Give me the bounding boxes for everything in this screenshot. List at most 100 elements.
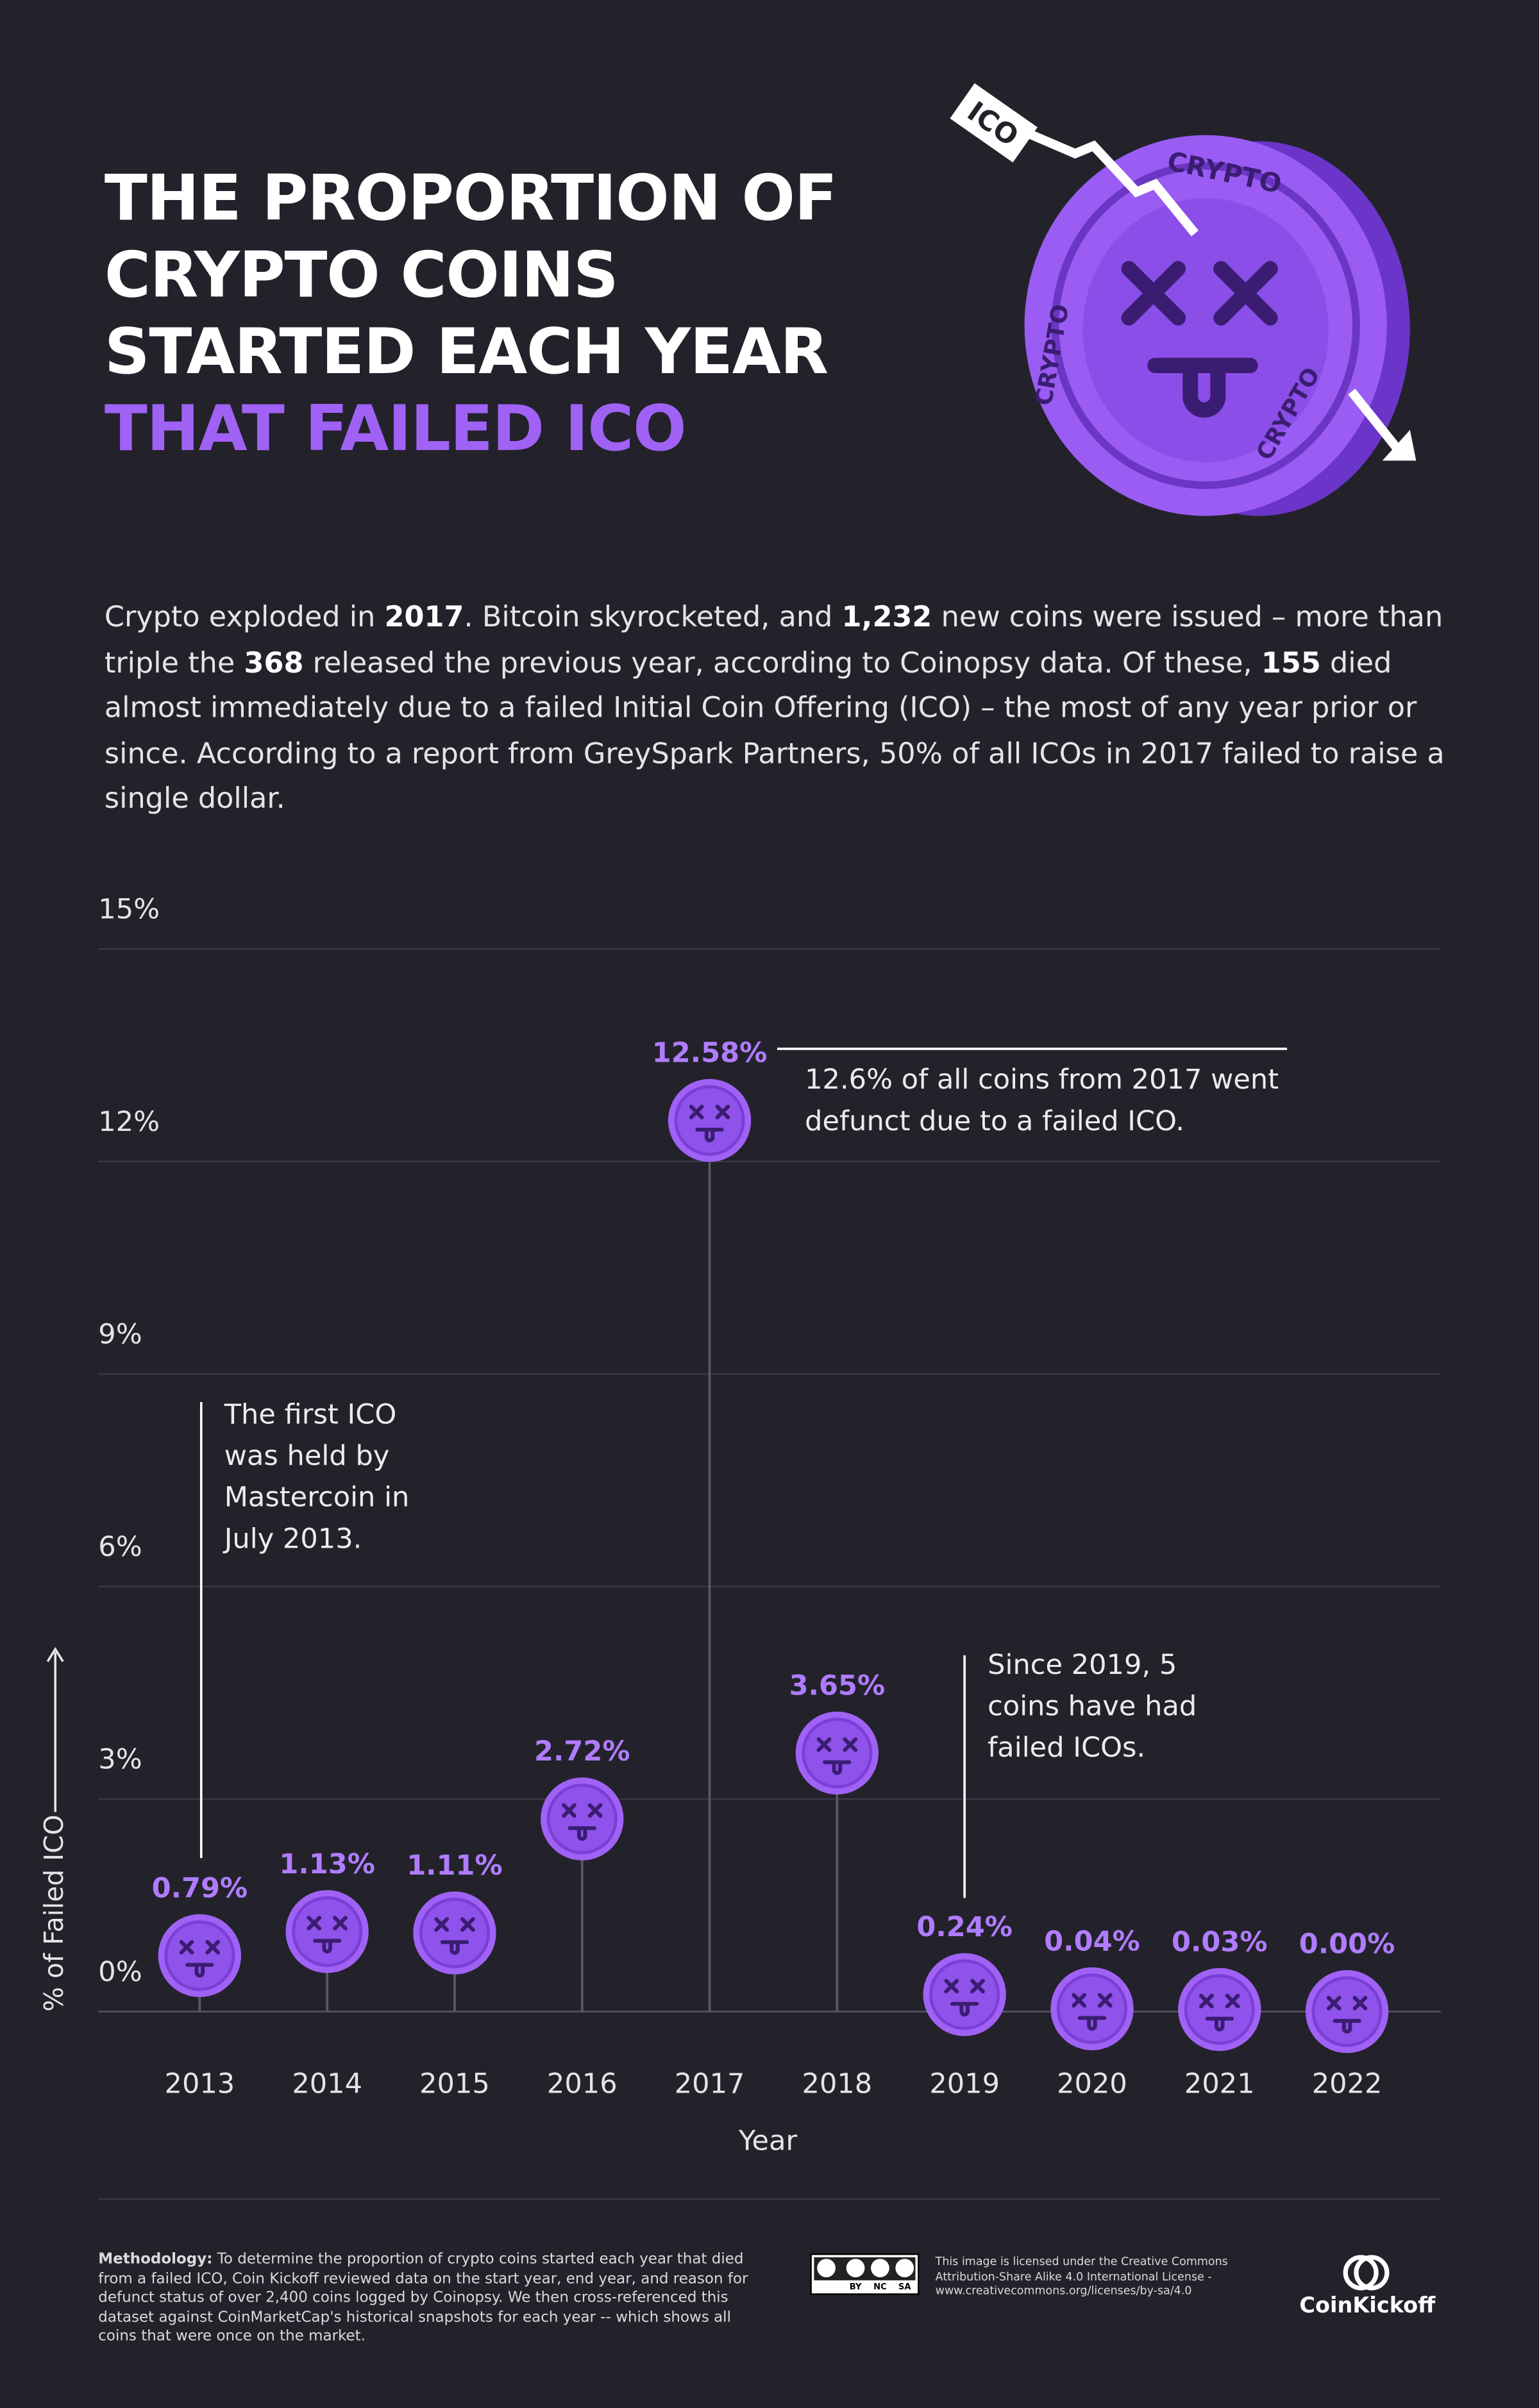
ico-arrow	[966, 103, 1199, 237]
logo-ring	[1343, 2255, 1379, 2291]
coin-face	[307, 1916, 348, 1953]
coin-marker	[1050, 1967, 1134, 2050]
x-tick-label: 2015	[419, 2068, 490, 2100]
annotation: Since 2019, 5 coins have had failed ICOs…	[988, 1649, 1197, 1765]
cc-badge	[810, 2253, 920, 2295]
intro-text: died almost immediately due to a failed …	[104, 647, 1445, 816]
intro-figure: 155	[1261, 647, 1321, 680]
x-tick-label: 2018	[802, 2068, 873, 2100]
x-tick-label: 2021	[1184, 2068, 1255, 2100]
x-axis-label: Year	[738, 2125, 798, 2157]
coin-marker	[541, 1777, 624, 1860]
coin-illustration: ICO CRYPTO CRYPTO CRYPTO	[950, 83, 1417, 516]
value-label: 1.11%	[407, 1850, 503, 1882]
y-axis-arrowhead	[46, 1647, 64, 1662]
coin-face	[816, 1737, 858, 1775]
coin-rim	[292, 1896, 363, 1967]
coin-marker	[413, 1891, 496, 1975]
title-highlight: THAT FAILED ICO	[104, 391, 687, 465]
badge-label: BY	[850, 2282, 862, 2292]
intro-text: released the previous year, according to…	[303, 647, 1261, 680]
title: THE PROPORTION OF CRYPTO COINS STARTED EAC…	[105, 160, 837, 467]
badge-label: SA	[898, 2282, 911, 2292]
arrow-head	[1382, 430, 1417, 461]
x-tick-label: 2014	[292, 2068, 362, 2100]
title-line: THE PROPORTION OF	[104, 161, 837, 235]
intro-figure: 1,232	[841, 601, 932, 635]
y-tick-label: 6%	[98, 1531, 142, 1563]
value-label: 0.79%	[152, 1872, 248, 1904]
x-tick-label: 2017	[675, 2068, 745, 2100]
coin-face	[1072, 1993, 1113, 2031]
coin-rim	[1056, 1973, 1128, 2044]
coin-marker	[795, 1711, 879, 1795]
logo-ring	[1354, 2255, 1390, 2291]
coin-marker	[285, 1890, 369, 1973]
coin-rim	[1311, 1976, 1383, 2047]
title-line: STARTED EACH YEAR	[104, 315, 828, 389]
x-tick-label: 2016	[547, 2068, 618, 2100]
coin-face	[689, 1105, 730, 1142]
coin-face	[1326, 1996, 1368, 2034]
coin-marker	[1178, 1968, 1261, 2052]
coin-marker	[1305, 1970, 1389, 2053]
x-tick-label: 2020	[1057, 2068, 1127, 2100]
coin-rim	[929, 1959, 1000, 2030]
y-axis-label: % of Failed ICO	[38, 1814, 69, 2011]
coin-face	[1199, 1993, 1240, 2032]
coin-face	[562, 1803, 603, 1841]
intro-figure: 368	[244, 647, 304, 680]
coin-rim	[674, 1085, 745, 1156]
y-tick-label: 3%	[98, 1743, 142, 1775]
coin-marker	[668, 1078, 752, 1162]
value-label: 0.03%	[1172, 1926, 1268, 1958]
intro-paragraph: Crypto exploded in 2017. Bitcoin skyrock…	[105, 596, 1456, 823]
ico-tag	[950, 83, 1038, 163]
x-tick-label: 2022	[1312, 2068, 1383, 2100]
coin-face	[944, 1978, 985, 2017]
badge-icon	[871, 2259, 889, 2278]
coin-face	[434, 1917, 475, 1955]
coin-marker	[158, 1914, 242, 1998]
coin-face	[179, 1939, 221, 1978]
x-tick-label: 2019	[929, 2068, 1000, 2100]
badge-icon	[817, 2259, 836, 2278]
coin-eyes	[1121, 261, 1278, 326]
intro-text: new coins were issued – more than triple…	[104, 601, 1443, 680]
title-line: CRYPTO COINS	[104, 238, 619, 312]
x-tick-label: 2013	[165, 2068, 235, 2100]
coin-rim	[1184, 1974, 1255, 2045]
coin-rim	[419, 1897, 491, 1969]
intro-text: Crypto exploded in	[104, 601, 385, 635]
value-label: 0.24%	[916, 1911, 1013, 1943]
methodology-label: Methodology:	[98, 2251, 213, 2268]
brand-logo	[1343, 2255, 1390, 2291]
y-tick-label: 12%	[98, 1106, 160, 1138]
intro-text: . Bitcoin skyrocketed, and	[464, 601, 842, 635]
coin-rim	[546, 1784, 618, 1855]
methodology: Methodology: To determine the proportion…	[98, 2251, 759, 2348]
badge-icon	[895, 2259, 914, 2278]
coin-marker	[923, 1953, 1006, 2036]
value-label: 3.65%	[789, 1669, 886, 1701]
methodology-text: To determine the proportion of crypto co…	[98, 2251, 748, 2346]
license-text: This image is licensed under the Creativ…	[935, 2254, 1228, 2298]
y-tick-label: 0%	[98, 1956, 142, 1988]
coin-ring	[1051, 162, 1360, 489]
y-tick-label: 9%	[98, 1318, 142, 1350]
annotation: 12.6% of all coins from 2017 went defunc…	[805, 1064, 1279, 1138]
badge-icon	[846, 2259, 865, 2278]
value-label: 0.00%	[1299, 1928, 1395, 1961]
intro-figure: 2017	[384, 601, 464, 635]
annotation: The first ICO was held by Mastercoin in …	[224, 1399, 410, 1556]
value-label: 12.58%	[652, 1037, 768, 1069]
ico-arrow-end	[1348, 389, 1405, 456]
coin-mouth	[1147, 358, 1258, 418]
brand-name: CoinKickoff	[1299, 2294, 1436, 2319]
y-tick-label: 15%	[98, 893, 160, 925]
coin-rim	[164, 1920, 235, 1991]
coin-rim	[802, 1718, 873, 1789]
